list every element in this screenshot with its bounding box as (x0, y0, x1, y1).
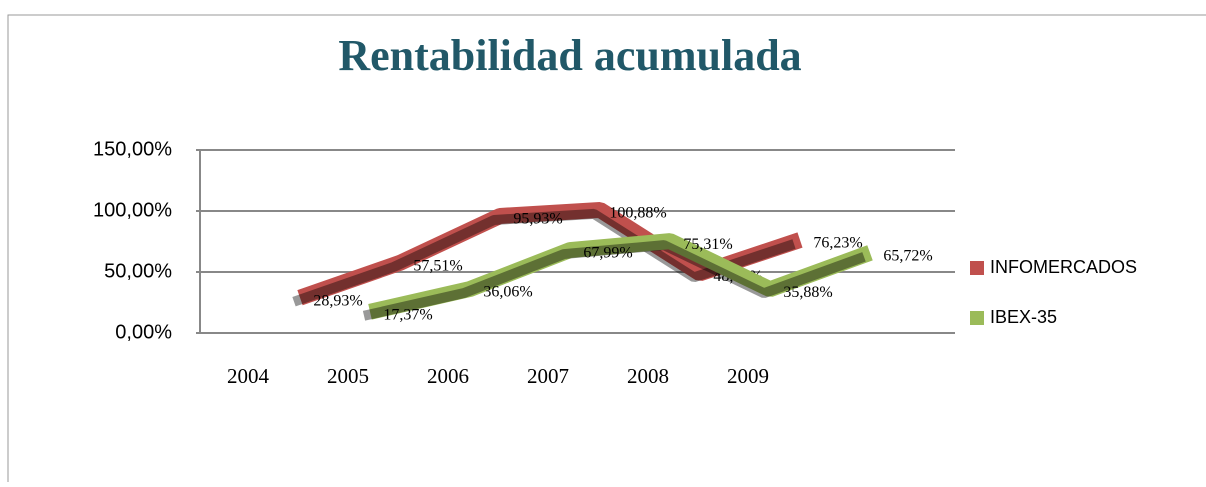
x-tick-label: 2008 (627, 364, 669, 388)
y-tick-label: 0,00% (115, 321, 172, 343)
x-tick-label: 2009 (727, 364, 769, 388)
data-label: 35,88% (783, 284, 832, 301)
data-label: 75,31% (683, 236, 732, 253)
legend-swatch (970, 311, 984, 325)
legend-label: IBEX-35 (990, 307, 1057, 327)
y-tick-label: 150,00% (93, 138, 172, 160)
data-label: 17,37% (383, 306, 432, 323)
series-ribbon (368, 233, 873, 320)
legend-label: INFOMERCADOS (990, 257, 1137, 277)
data-label: 95,93% (513, 211, 562, 228)
x-tick-label: 2005 (327, 364, 369, 388)
legend-swatch (970, 261, 984, 275)
data-label: 65,72% (883, 247, 932, 264)
x-tick-label: 2004 (227, 364, 270, 388)
y-tick-label: 100,00% (93, 199, 172, 221)
data-label: 76,23% (813, 235, 862, 252)
data-label: 67,99% (583, 245, 632, 262)
data-label: 36,06% (483, 284, 532, 301)
chart-frame (7, 14, 1206, 487)
series-shade (292, 208, 796, 307)
data-label: 100,88% (609, 205, 666, 222)
x-tick-label: 2007 (527, 364, 569, 388)
x-tick-label: 2006 (427, 364, 469, 388)
chart-title: Rentabilidad acumulada (338, 31, 801, 80)
y-tick-label: 50,00% (104, 260, 172, 282)
data-label: 28,93% (313, 292, 362, 309)
data-label: 57,51% (413, 258, 462, 275)
series-shade (362, 240, 866, 321)
